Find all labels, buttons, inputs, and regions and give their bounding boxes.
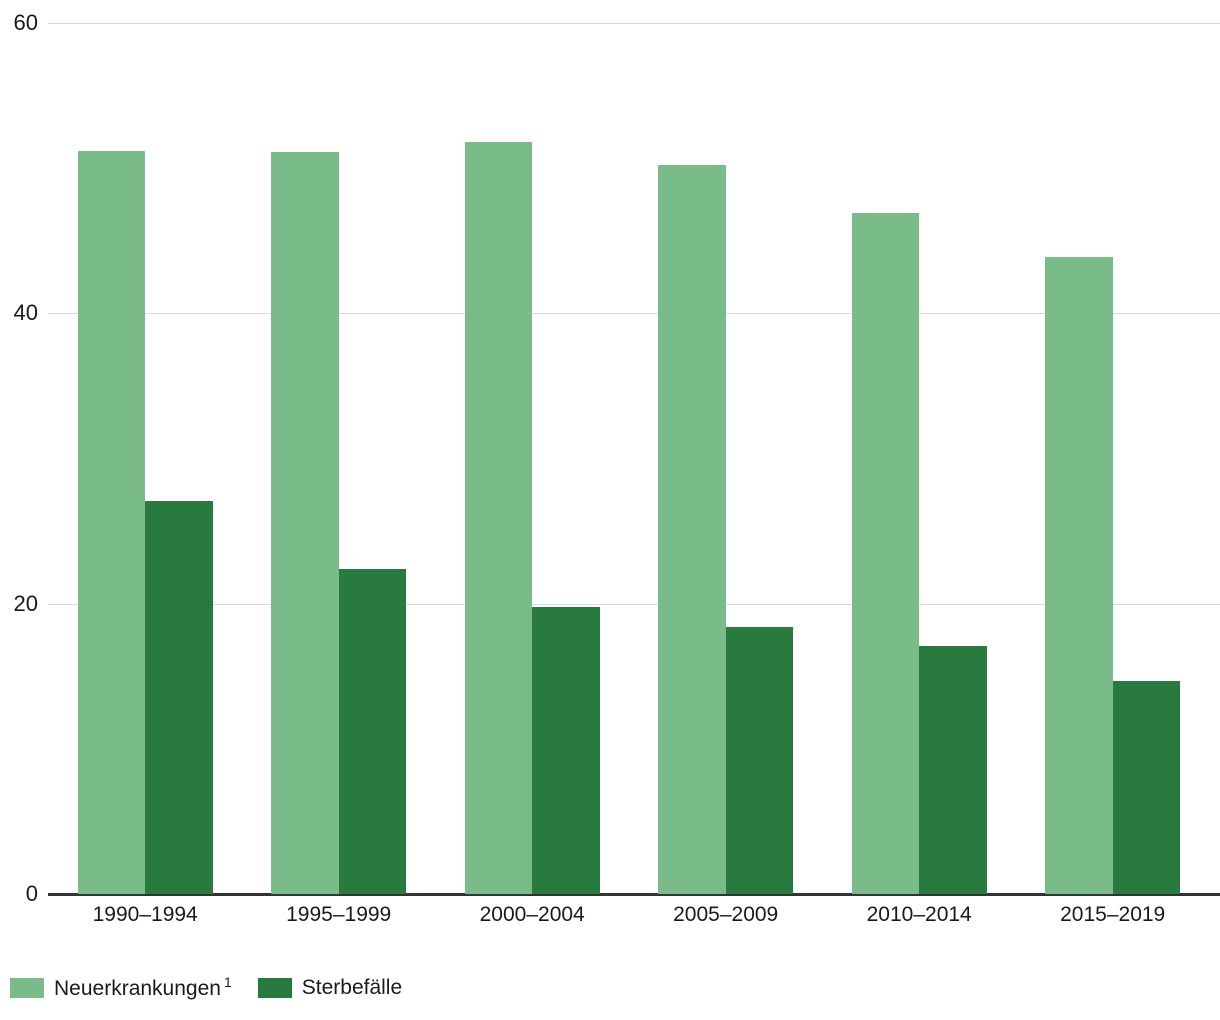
y-axis-tick-label: 20 xyxy=(13,590,38,616)
bar-sterbefaelle-2[interactable] xyxy=(532,606,600,894)
y-axis-tick-label: 0 xyxy=(25,881,38,906)
bar-neuerkrankungen-1[interactable] xyxy=(271,152,339,894)
x-axis-category-label: 1990–1994 xyxy=(92,903,198,926)
x-axis-category-label: 2010–2014 xyxy=(866,903,972,926)
gridline-20 xyxy=(48,603,1220,605)
legend-footnote-marker: 1 xyxy=(223,974,232,990)
legend-label: Neuerkrankungen 1 xyxy=(54,974,232,1001)
bar-neuerkrankungen-4[interactable] xyxy=(851,213,920,894)
legend-label: Sterbefälle xyxy=(302,976,402,1000)
y-axis-tick-label: 40 xyxy=(13,300,38,326)
bar-neuerkrankungen-3[interactable] xyxy=(658,165,726,894)
bar-sterbefaelle-0[interactable] xyxy=(145,500,213,894)
bar-neuerkrankungen-2[interactable] xyxy=(464,142,533,894)
legend-series-name: Sterbefälle xyxy=(301,975,403,999)
legend-swatch-icon xyxy=(10,977,44,998)
legend-item-neuerkrankungen: Neuerkrankungen 1 xyxy=(10,974,232,1001)
x-axis-category-label: 2000–2004 xyxy=(479,903,585,926)
legend-series-name: Neuerkrankungen xyxy=(54,977,221,1000)
bar-sterbefaelle-3[interactable] xyxy=(725,626,794,894)
gridline-60 xyxy=(48,23,1220,24)
gridline-40 xyxy=(48,313,1220,315)
legend-item-sterbefaelle: Sterbefälle xyxy=(257,976,402,1000)
bar-neuerkrankungen-0[interactable] xyxy=(77,150,146,894)
bar-neuerkrankungen-5[interactable] xyxy=(1045,256,1113,894)
x-axis-category-label: 2015–2019 xyxy=(1060,903,1166,926)
legend: Neuerkrankungen 1 Sterbefälle xyxy=(10,974,402,1001)
y-axis-tick-label: 60 xyxy=(13,10,38,35)
bar-sterbefaelle-1[interactable] xyxy=(338,568,407,894)
x-axis-category-label: 2005–2009 xyxy=(673,903,779,926)
x-axis-baseline xyxy=(48,893,1220,896)
x-axis-category-label: 1995–1999 xyxy=(286,903,392,926)
bar-sterbefaelle-4[interactable] xyxy=(919,645,987,894)
legend-swatch-icon xyxy=(257,977,292,998)
bar-sterbefaelle-5[interactable] xyxy=(1112,680,1181,894)
